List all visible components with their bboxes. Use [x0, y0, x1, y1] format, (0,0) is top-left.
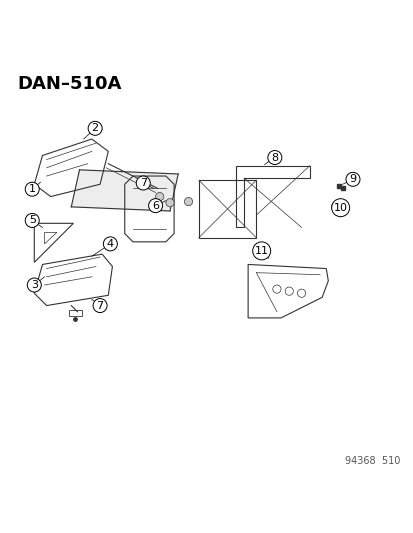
- Text: 2: 2: [91, 123, 98, 133]
- Text: 1: 1: [28, 184, 36, 194]
- Text: 8: 8: [271, 152, 278, 163]
- Text: 7: 7: [139, 178, 147, 188]
- Text: 94368  510: 94368 510: [344, 456, 399, 466]
- Text: 3: 3: [31, 280, 38, 290]
- Circle shape: [331, 202, 341, 212]
- Text: 11: 11: [254, 246, 268, 256]
- Text: 7: 7: [96, 301, 103, 311]
- Text: 6: 6: [152, 200, 159, 211]
- Text: DAN–510A: DAN–510A: [18, 75, 122, 93]
- Text: 4: 4: [107, 239, 114, 249]
- Circle shape: [155, 192, 164, 201]
- Polygon shape: [71, 170, 178, 211]
- Circle shape: [166, 199, 174, 207]
- Circle shape: [184, 197, 192, 206]
- Text: 10: 10: [333, 203, 347, 213]
- Text: 9: 9: [349, 174, 356, 184]
- Text: 5: 5: [28, 215, 36, 225]
